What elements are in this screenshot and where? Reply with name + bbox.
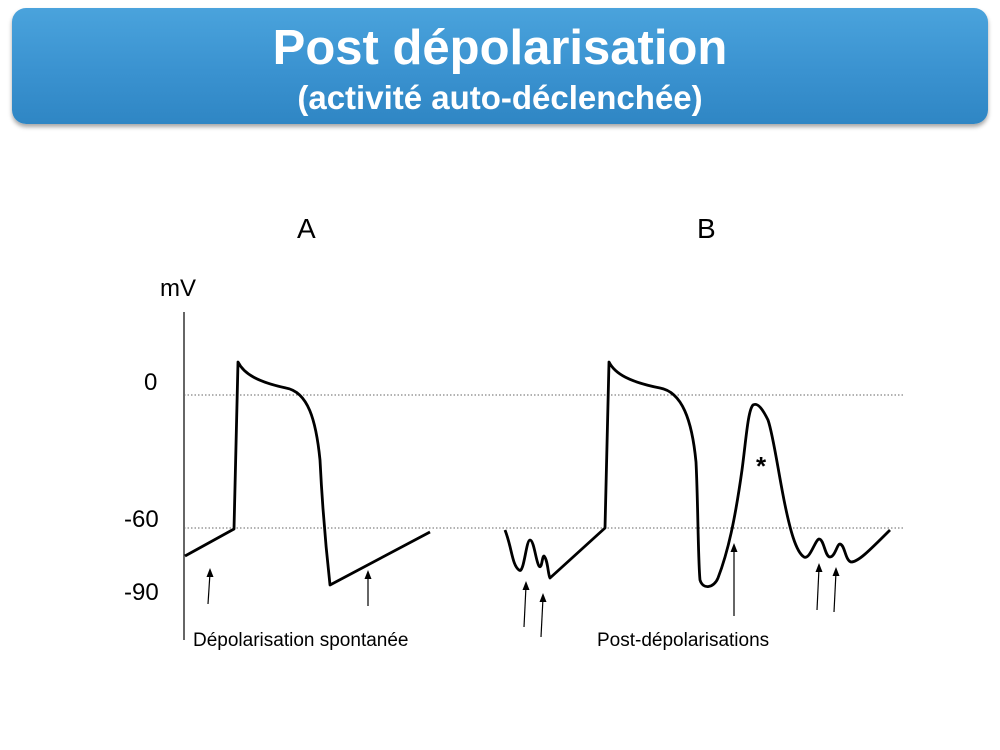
arrow-a-spontaneous-2-head <box>364 570 372 579</box>
panel-a-caption: Dépolarisation spontanée <box>193 630 409 651</box>
arrow-b-afterdepolarization-4 <box>816 567 820 611</box>
trace-a-action-potential <box>184 360 431 587</box>
arrow-b-afterdepolarization-5 <box>833 571 837 613</box>
arrow-b-afterdepolarization-5-head <box>832 567 840 576</box>
panel-b-caption: Post-dépolarisations <box>597 630 770 651</box>
arrow-b-afterdepolarization-1-head <box>522 581 530 590</box>
triggered-activity-marker: * <box>756 451 767 481</box>
trace-b-action-potential <box>503 360 891 588</box>
arrow-b-afterdepolarization-2 <box>540 597 544 638</box>
arrow-b-afterdepolarization-1 <box>523 585 527 628</box>
page-subtitle: (activité auto-déclenchée) <box>297 79 703 116</box>
arrow-b-afterdepolarization-3-head <box>730 543 738 552</box>
page-title: Post dépolarisation <box>272 21 728 75</box>
tick-label-minus-90: -90 <box>124 579 159 606</box>
arrow-a-spontaneous-1-head <box>206 568 214 577</box>
title-banner: Post dépolarisation (activité auto-décle… <box>12 8 988 124</box>
arrow-b-afterdepolarization-4-head <box>815 563 823 572</box>
tick-label-0: 0 <box>144 369 158 396</box>
arrow-b-afterdepolarization-2-head <box>539 593 547 602</box>
panel-a-label: A <box>297 213 316 244</box>
panel-b-label: B <box>697 213 716 244</box>
arrow-a-spontaneous-1 <box>207 572 211 605</box>
y-axis-unit: mV <box>160 275 196 302</box>
tick-label-minus-60: -60 <box>124 506 159 533</box>
